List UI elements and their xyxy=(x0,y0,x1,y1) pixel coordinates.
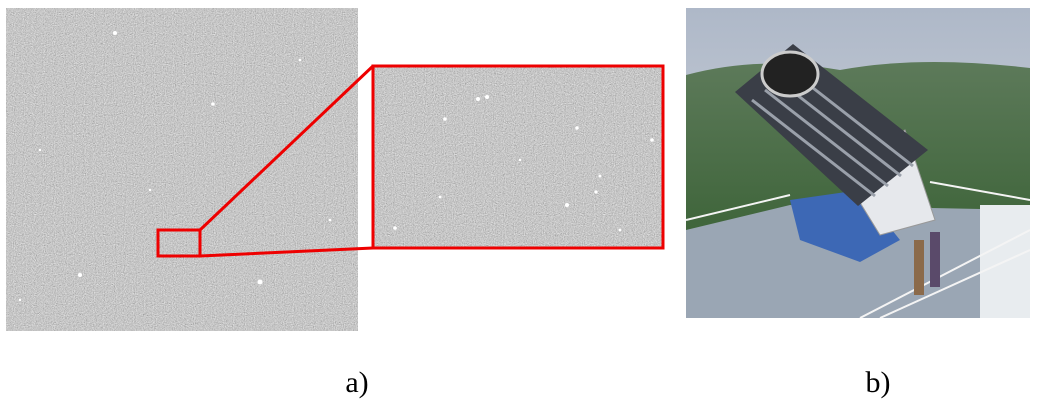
telescope-photo xyxy=(686,8,1030,318)
star-field xyxy=(6,8,358,331)
panel-label: a) xyxy=(345,366,368,399)
zoom-inset xyxy=(373,66,663,248)
panel-label: b) xyxy=(866,366,891,399)
figure: a) b) xyxy=(0,0,1043,400)
